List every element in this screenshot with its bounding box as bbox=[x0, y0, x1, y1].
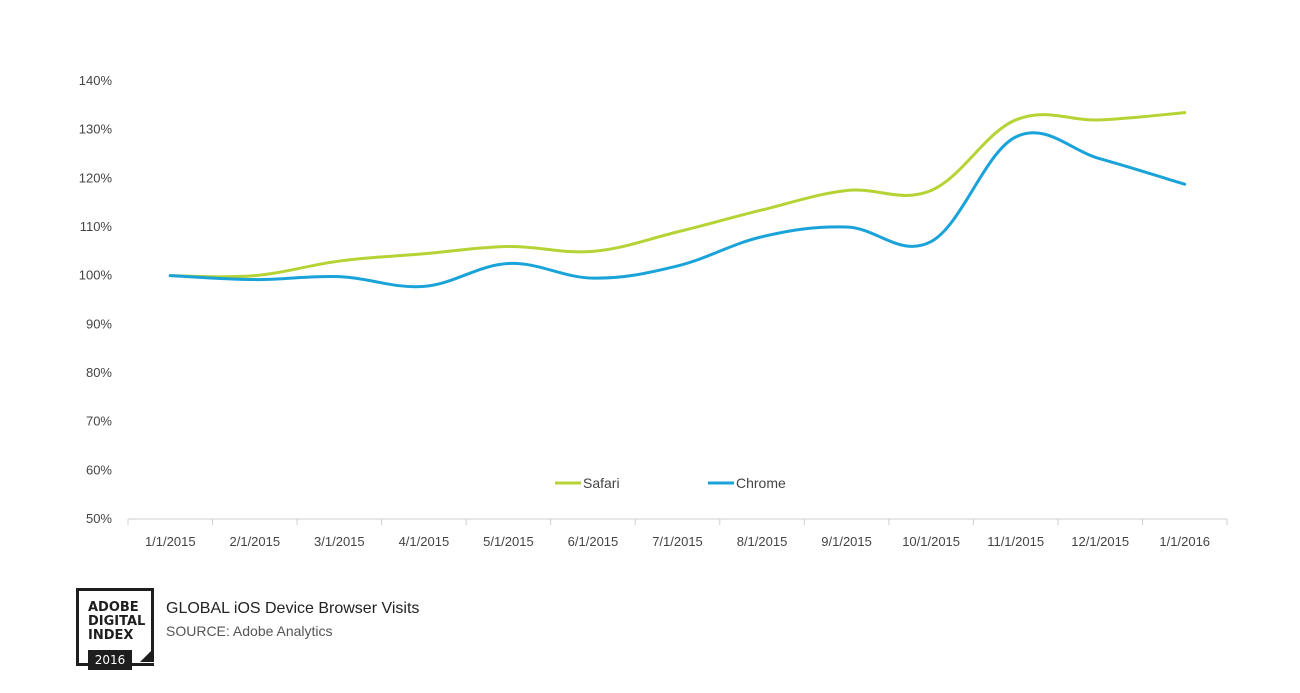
series-lines bbox=[168, 111, 1187, 289]
y-axis: 50% 60% 70% 80% 90% 100% 110% 120% 130% 140% bbox=[79, 73, 113, 526]
y-tick-label: 140% bbox=[79, 73, 113, 88]
logo-text: ADOBE DIGITAL INDEX bbox=[88, 601, 145, 643]
y-tick-label: 100% bbox=[79, 268, 113, 283]
x-tick-label: 10/1/2015 bbox=[902, 534, 960, 549]
x-tick-label: 1/1/2016 bbox=[1159, 534, 1210, 549]
legend: Safari Chrome bbox=[555, 475, 786, 491]
series-line-chrome bbox=[168, 131, 1187, 289]
line-chart: 50% 60% 70% 80% 90% 100% 110% 120% 130% 140% 1/1/… bbox=[79, 73, 1228, 549]
x-tick-label: 7/1/2015 bbox=[652, 534, 703, 549]
legend-label-chrome: Chrome bbox=[736, 475, 786, 491]
x-axis: 1/1/2015 2/1/2015 3/1/2015 4/1/2015 5/1/2015… bbox=[127, 518, 1228, 549]
x-tick-label: 5/1/2015 bbox=[483, 534, 534, 549]
x-tick-label: 1/1/2015 bbox=[145, 534, 196, 549]
footer: ADOBE DIGITAL INDEX 2016 GLOBAL iOS Devi… bbox=[76, 588, 676, 678]
x-tick-label: 11/1/2015 bbox=[987, 534, 1044, 549]
x-tick-label: 2/1/2015 bbox=[230, 534, 281, 549]
y-tick-label: 60% bbox=[86, 462, 112, 477]
x-tick-label: 8/1/2015 bbox=[737, 534, 788, 549]
x-tick-label: 9/1/2015 bbox=[821, 534, 872, 549]
legend-label-safari: Safari bbox=[583, 475, 620, 491]
x-tick-label: 4/1/2015 bbox=[399, 534, 450, 549]
x-tick-label: 6/1/2015 bbox=[568, 534, 619, 549]
logo-corner bbox=[140, 648, 154, 662]
y-tick-label: 70% bbox=[86, 414, 112, 429]
y-tick-label: 90% bbox=[86, 316, 112, 331]
logo-line-2: DIGITAL bbox=[88, 614, 146, 629]
chart-source: SOURCE: Adobe Analytics bbox=[166, 623, 333, 639]
logo-year: 2016 bbox=[88, 650, 132, 670]
chart-title: GLOBAL iOS Device Browser Visits bbox=[166, 600, 420, 617]
x-tick-label: 12/1/2015 bbox=[1071, 534, 1129, 549]
y-tick-label: 110% bbox=[80, 219, 113, 234]
logo-line-1: ADOBE bbox=[88, 600, 139, 615]
x-tick-label: 3/1/2015 bbox=[314, 534, 365, 549]
y-tick-label: 80% bbox=[86, 365, 112, 380]
y-tick-label: 50% bbox=[86, 511, 112, 526]
y-tick-label: 120% bbox=[79, 170, 113, 185]
series-line-safari bbox=[168, 111, 1187, 279]
y-tick-label: 130% bbox=[79, 122, 113, 137]
adobe-digital-index-logo: ADOBE DIGITAL INDEX bbox=[76, 588, 154, 666]
logo-line-3: INDEX bbox=[88, 628, 134, 643]
